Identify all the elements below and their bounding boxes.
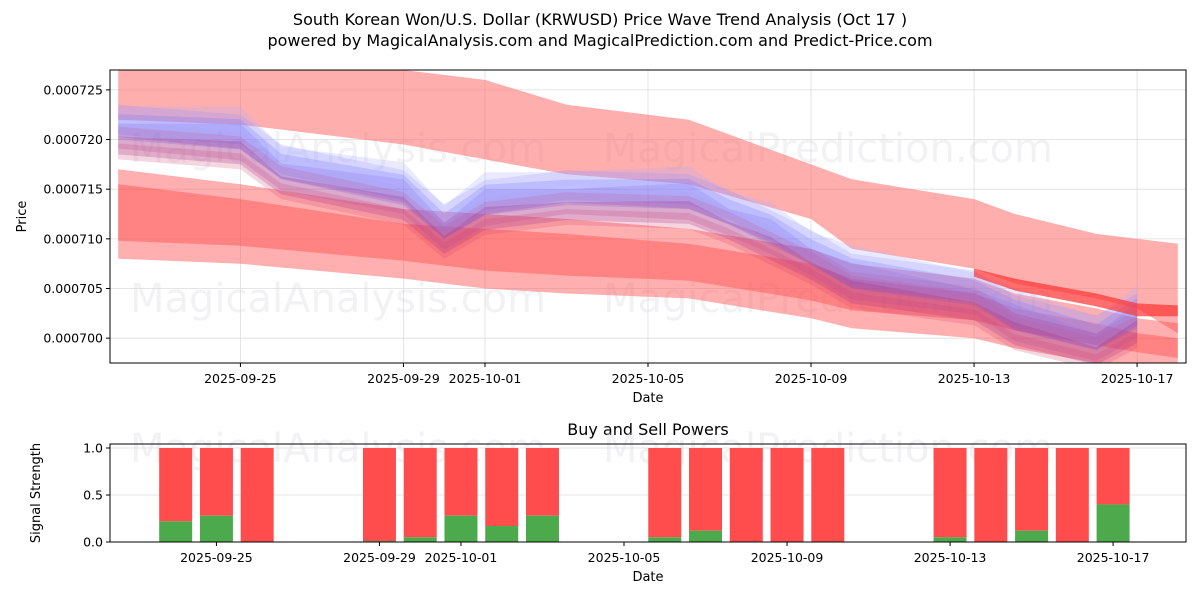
buy-bar (1096, 504, 1130, 542)
price-wave-band (118, 136, 1138, 363)
main-y-axis-label: Price (15, 201, 30, 233)
buy-bar (933, 537, 967, 542)
main-y-axis: 0.000700 0.000705 0.000710 0.000715 0.000720… (43, 82, 110, 346)
price-wave-band (118, 123, 1138, 351)
buy-bar (1015, 530, 1049, 542)
buy-bar (159, 521, 193, 542)
buy-sell-bars (159, 448, 1130, 542)
sub-plot-frame (109, 443, 1187, 543)
buy-bar (485, 526, 519, 542)
price-wave-band (118, 106, 1138, 334)
x-tick-label: 2025-10-13 (914, 550, 987, 565)
main-bands (118, 70, 1178, 363)
sell-bar (485, 448, 519, 527)
chart-subtitle: powered by MagicalAnalysis.com and Magic… (267, 31, 933, 50)
x-tick-label: 2025-09-29 (367, 371, 440, 386)
x-tick-label: 2025-10-09 (751, 550, 824, 565)
x-tick-label: 2025-09-29 (343, 550, 416, 565)
sell-bar (199, 448, 233, 516)
sell-bar (1096, 448, 1130, 505)
sell-bar (362, 448, 396, 542)
sell-bar (444, 448, 478, 516)
x-tick-label: 2025-10-13 (938, 371, 1011, 386)
sell-bar (403, 448, 437, 538)
x-tick-label: 2025-10-05 (612, 371, 685, 386)
price-wave-plot: MagicalAnalysis.com MagicalPrediction.com… (15, 69, 1187, 406)
sell-bar (159, 448, 193, 522)
sell-bar (811, 448, 845, 542)
sell-bar (689, 448, 723, 531)
buy-bar (648, 537, 682, 542)
price-wave-band (118, 114, 1138, 350)
y-tick-label: 0.000715 (43, 182, 103, 197)
watermark-text: MagicalPrediction.com (603, 276, 1053, 322)
buy-sell-plot: Buy and Sell Powers MagicalAnalysis.comM… (29, 420, 1187, 585)
sell-bar (770, 448, 804, 542)
sub-y-axis-label: Signal Strength (29, 443, 44, 543)
buy-sell-title: Buy and Sell Powers (567, 420, 729, 439)
sell-bar (1015, 448, 1049, 531)
y-tick-label: 0.000725 (43, 82, 103, 97)
buy-bar (444, 515, 478, 542)
sell-bar (1055, 448, 1089, 542)
x-tick-label: 2025-10-01 (449, 371, 522, 386)
price-wave-band (118, 143, 1138, 363)
y-tick-label: 0.5 (83, 488, 103, 503)
watermark-text: MagicalAnalysis.com (130, 276, 546, 322)
main-x-axis-label: Date (632, 391, 663, 406)
main-x-axis: 2025-09-25 2025-09-29 2025-10-01 2025-10-05… (204, 363, 1173, 386)
y-tick-label: 0.000710 (43, 231, 103, 246)
sub-x-axis: 2025-09-25 2025-09-29 2025-10-01 2025-10-05… (180, 542, 1149, 565)
chart-title: South Korean Won/U.S. Dollar (KRWUSD) Pr… (292, 10, 908, 29)
x-tick-label: 2025-10-09 (775, 371, 848, 386)
sell-bar (933, 448, 967, 538)
y-tick-label: 0.000705 (43, 281, 103, 296)
sell-bar (974, 448, 1008, 542)
upper-band (118, 70, 1178, 334)
lower-band-inner (118, 184, 1178, 358)
x-tick-label: 2025-10-01 (425, 550, 498, 565)
sell-bar (729, 448, 763, 542)
sell-bar (525, 448, 559, 516)
y-tick-label: 0.0 (83, 535, 103, 550)
sell-bar (648, 448, 682, 538)
price-wave-band (118, 126, 1138, 361)
sell-bar (240, 448, 274, 542)
y-tick-label: 0.000720 (43, 132, 103, 147)
x-tick-label: 2025-10-05 (588, 550, 661, 565)
buy-bar (525, 515, 559, 542)
watermark-text: MagicalAnalysis.com (130, 426, 546, 472)
buy-bar (199, 515, 233, 542)
sub-y-axis: 0.0 0.5 1.0 (83, 441, 110, 550)
sub-x-axis-label: Date (632, 570, 663, 585)
x-tick-label: 2025-09-25 (180, 550, 253, 565)
trend-line-band (974, 268, 1178, 317)
x-tick-label: 2025-10-17 (1101, 371, 1174, 386)
x-tick-label: 2025-10-17 (1077, 550, 1150, 565)
x-tick-label: 2025-09-25 (204, 371, 277, 386)
buy-bar (403, 537, 437, 542)
buy-bar (689, 530, 723, 542)
price-wave-band (118, 104, 1138, 346)
lower-band-outer (118, 169, 1178, 363)
y-tick-label: 1.0 (83, 441, 103, 456)
y-tick-label: 0.000700 (43, 331, 103, 346)
